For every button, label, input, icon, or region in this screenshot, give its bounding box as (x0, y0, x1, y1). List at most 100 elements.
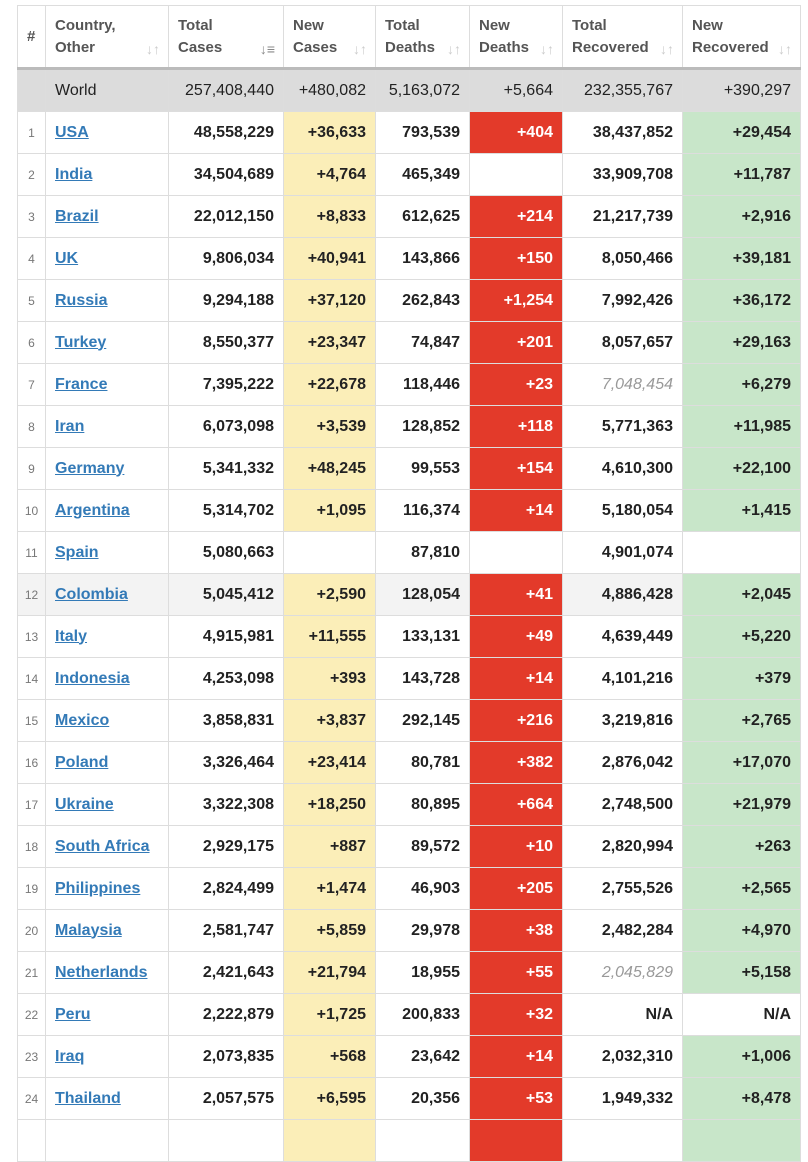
country-link[interactable]: France (55, 375, 108, 393)
new-cases-cell: +22,678 (283, 363, 376, 406)
new-recovered-cell: +17,070 (682, 741, 801, 784)
new-cases-cell: +5,859 (283, 909, 376, 952)
total-deaths-cell: 20,356 (375, 1077, 470, 1120)
table-row: 18 South Africa 2,929,175 +887 89,572 +10 2,82… (17, 825, 801, 868)
total-deaths-cell: 465,349 (375, 153, 470, 196)
rank-cell: 8 (17, 405, 46, 448)
table-row: 12 Colombia 5,045,412 +2,590 128,054 +41 4,886… (17, 573, 801, 616)
total-cases-cell: 2,222,879 (168, 993, 284, 1036)
table-row: 22 Peru 2,222,879 +1,725 200,833 +32 N/A N/A (17, 993, 801, 1036)
total-cases-cell: 5,080,663 (168, 531, 284, 574)
country-link[interactable]: Brazil (55, 207, 99, 225)
header-country[interactable]: Country, Other ↓↑ (45, 5, 169, 69)
total-cases-cell: 2,073,835 (168, 1035, 284, 1078)
total-cases-cell (168, 1119, 284, 1162)
total-deaths-cell: 46,903 (375, 867, 470, 910)
new-cases-cell: +887 (283, 825, 376, 868)
new-recovered-cell: +2,045 (682, 573, 801, 616)
country-link[interactable]: Iran (55, 417, 85, 435)
header-new-recovered[interactable]: New Recovered ↓↑ (682, 5, 801, 69)
country-link[interactable]: Philippines (55, 879, 141, 897)
country-link[interactable]: Germany (55, 459, 125, 477)
country-link[interactable]: Turkey (55, 333, 107, 351)
total-recovered-cell: 3,219,816 (562, 699, 683, 742)
new-cases-cell: +480,082 (283, 67, 376, 112)
new-recovered-cell: +8,478 (682, 1077, 801, 1120)
total-deaths-cell: 143,866 (375, 237, 470, 280)
sort-icon[interactable]: ↓↑ (778, 41, 792, 57)
rank-cell: 21 (17, 951, 46, 994)
new-deaths-cell: +14 (469, 657, 563, 700)
table-row: 11 Spain 5,080,663 87,810 4,901,074 (17, 531, 801, 574)
new-cases-cell (283, 1119, 376, 1162)
country-link[interactable]: UK (55, 249, 79, 267)
total-recovered-cell: 2,032,310 (562, 1035, 683, 1078)
header-total-recovered[interactable]: Total Recovered ↓↑ (562, 5, 683, 69)
rank-cell: 9 (17, 447, 46, 490)
total-recovered-cell: 4,639,449 (562, 615, 683, 658)
new-cases-cell: +21,794 (283, 951, 376, 994)
table-row: 17 Ukraine 3,322,308 +18,250 80,895 +664 2,748… (17, 783, 801, 826)
new-deaths-cell (469, 153, 563, 196)
sort-icon[interactable]: ↓↑ (353, 41, 367, 57)
country-link[interactable]: Argentina (55, 501, 130, 519)
country-link[interactable]: Russia (55, 291, 108, 309)
sort-icon[interactable]: ↓↑ (146, 41, 160, 57)
rank-cell: 5 (17, 279, 46, 322)
sort-icon[interactable]: ↓↑ (660, 41, 674, 57)
new-recovered-cell: +22,100 (682, 447, 801, 490)
country-link[interactable]: Thailand (55, 1089, 121, 1107)
new-cases-cell: +3,837 (283, 699, 376, 742)
country-link[interactable]: Spain (55, 543, 99, 561)
table-row: 19 Philippines 2,824,499 +1,474 46,903 +205 2,… (17, 867, 801, 910)
total-recovered-cell (562, 1119, 683, 1162)
new-deaths-cell: +664 (469, 783, 563, 826)
total-cases-cell: 9,294,188 (168, 279, 284, 322)
country-link[interactable]: USA (55, 123, 89, 141)
header-total-cases[interactable]: Total Cases ↓≡ (168, 5, 284, 69)
country-link[interactable]: Netherlands (55, 963, 148, 981)
country-cell: Russia (45, 279, 169, 322)
country-cell: Peru (45, 993, 169, 1036)
country-link[interactable]: Malaysia (55, 921, 122, 939)
header-new-cases[interactable]: New Cases ↓↑ (283, 5, 376, 69)
table-row: 8 Iran 6,073,098 +3,539 128,852 +118 5,771,363… (17, 405, 801, 448)
sort-desc-icon[interactable]: ↓≡ (259, 41, 275, 57)
table-row: 4 UK 9,806,034 +40,941 143,866 +150 8,050,466 +… (17, 237, 801, 280)
header-label: # (27, 27, 36, 45)
header-total-deaths[interactable]: Total Deaths ↓↑ (375, 5, 470, 69)
country-link[interactable]: Italy (55, 627, 88, 645)
total-recovered-cell: 2,482,284 (562, 909, 683, 952)
country-link[interactable]: Iraq (55, 1047, 85, 1065)
country-link[interactable]: Peru (55, 1005, 91, 1023)
country-link[interactable]: Poland (55, 753, 109, 771)
sort-icon[interactable]: ↓↑ (540, 41, 554, 57)
header-label: Total Cases (178, 16, 223, 56)
total-recovered-cell: 8,057,657 (562, 321, 683, 364)
country-link[interactable]: South Africa (55, 837, 150, 855)
rank-cell: 3 (17, 195, 46, 238)
country-link[interactable]: Mexico (55, 711, 110, 729)
sort-icon[interactable]: ↓↑ (447, 41, 461, 57)
new-cases-cell (283, 531, 376, 574)
total-cases-cell: 34,504,689 (168, 153, 284, 196)
country-cell: Mexico (45, 699, 169, 742)
country-link[interactable]: Indonesia (55, 669, 130, 687)
total-recovered-cell: 2,748,500 (562, 783, 683, 826)
new-deaths-cell (469, 531, 563, 574)
rank-cell: 1 (17, 111, 46, 154)
total-deaths-cell: 128,054 (375, 573, 470, 616)
world-row: World 257,408,440 +480,082 5,163,072 +5,… (17, 67, 801, 112)
total-recovered-cell: 8,050,466 (562, 237, 683, 280)
country-link[interactable]: India (55, 165, 93, 183)
country-cell: South Africa (45, 825, 169, 868)
rank-cell: 18 (17, 825, 46, 868)
country-link[interactable]: Ukraine (55, 795, 114, 813)
rank-cell (17, 1119, 46, 1162)
new-deaths-cell: +41 (469, 573, 563, 616)
header-new-deaths[interactable]: New Deaths ↓↑ (469, 5, 563, 69)
country-link[interactable]: Colombia (55, 585, 128, 603)
rank-cell (17, 67, 46, 112)
country-cell: Italy (45, 615, 169, 658)
total-cases-cell: 4,915,981 (168, 615, 284, 658)
